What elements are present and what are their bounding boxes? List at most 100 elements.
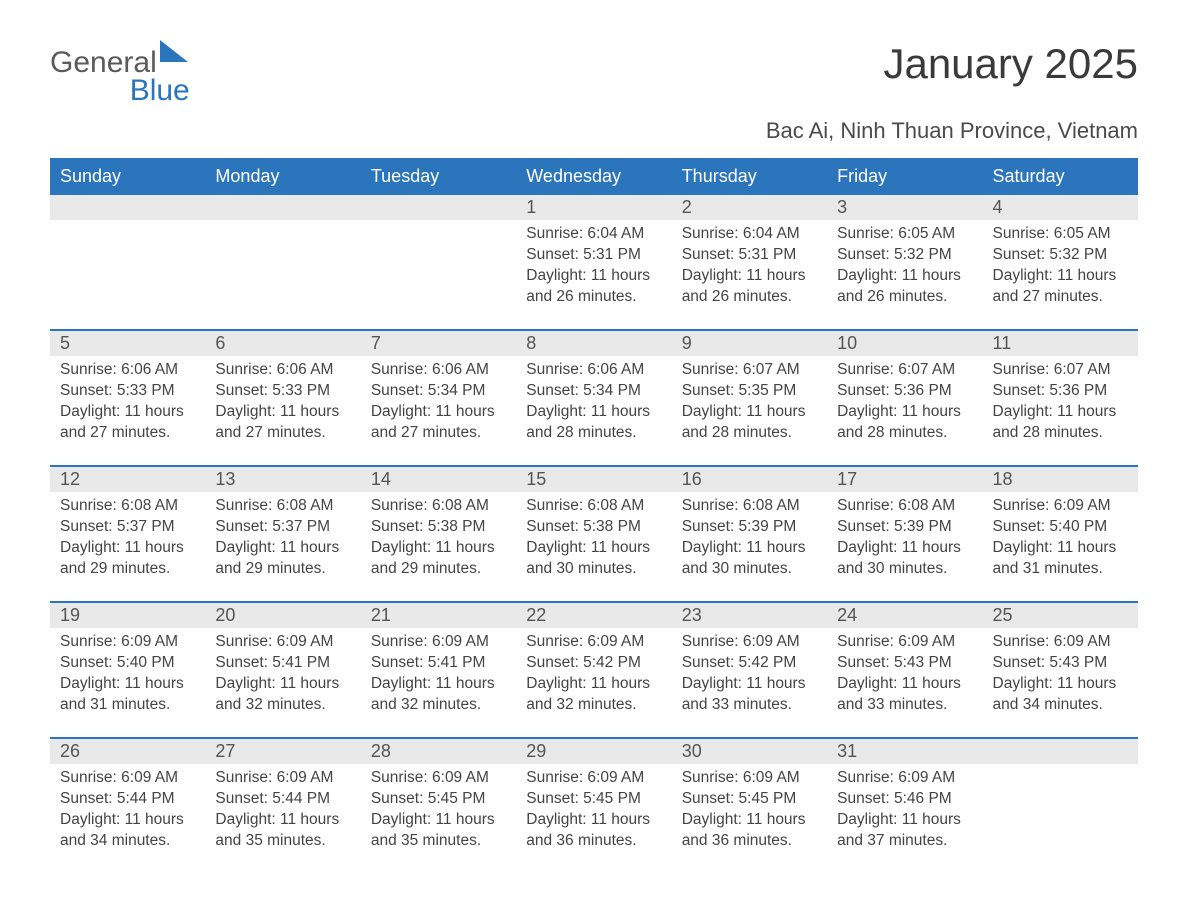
sunset-text: Sunset: 5:33 PM <box>60 381 195 402</box>
day-header-row: SundayMondayTuesdayWednesdayThursdayFrid… <box>50 159 1138 194</box>
day-number-cell: 21 <box>361 602 516 628</box>
day-detail-cell: Sunrise: 6:05 AMSunset: 5:32 PMDaylight:… <box>827 220 982 330</box>
sunset-text: Sunset: 5:39 PM <box>682 517 817 538</box>
sunset-text: Sunset: 5:37 PM <box>215 517 350 538</box>
sunrise-text: Sunrise: 6:07 AM <box>682 360 817 381</box>
sunrise-text: Sunrise: 6:06 AM <box>526 360 661 381</box>
title-block: January 2025 <box>883 40 1138 88</box>
sunrise-text: Sunrise: 6:07 AM <box>837 360 972 381</box>
day-number-cell <box>50 194 205 220</box>
daylight-text: Daylight: 11 hours and 32 minutes. <box>371 674 506 716</box>
day-detail-cell: Sunrise: 6:09 AMSunset: 5:45 PMDaylight:… <box>516 764 671 874</box>
daylight-text: Daylight: 11 hours and 33 minutes. <box>682 674 817 716</box>
day-detail-cell: Sunrise: 6:09 AMSunset: 5:42 PMDaylight:… <box>672 628 827 738</box>
sunset-text: Sunset: 5:41 PM <box>215 653 350 674</box>
daylight-text: Daylight: 11 hours and 28 minutes. <box>993 402 1128 444</box>
day-detail-cell: Sunrise: 6:09 AMSunset: 5:42 PMDaylight:… <box>516 628 671 738</box>
day-detail-cell: Sunrise: 6:09 AMSunset: 5:43 PMDaylight:… <box>983 628 1138 738</box>
day-number-cell: 26 <box>50 738 205 764</box>
day-detail-cell: Sunrise: 6:09 AMSunset: 5:45 PMDaylight:… <box>361 764 516 874</box>
day-number-cell: 24 <box>827 602 982 628</box>
week-detail-row: Sunrise: 6:09 AMSunset: 5:44 PMDaylight:… <box>50 764 1138 874</box>
daylight-text: Daylight: 11 hours and 28 minutes. <box>837 402 972 444</box>
day-number-cell: 11 <box>983 330 1138 356</box>
calendar-body: 1234Sunrise: 6:04 AMSunset: 5:31 PMDayli… <box>50 194 1138 874</box>
day-detail-cell: Sunrise: 6:09 AMSunset: 5:45 PMDaylight:… <box>672 764 827 874</box>
week-daynum-row: 567891011 <box>50 330 1138 356</box>
calendar-page: General Blue January 2025 Bac Ai, Ninh T… <box>0 0 1188 914</box>
sunset-text: Sunset: 5:42 PM <box>682 653 817 674</box>
day-detail-cell: Sunrise: 6:05 AMSunset: 5:32 PMDaylight:… <box>983 220 1138 330</box>
sunset-text: Sunset: 5:44 PM <box>60 789 195 810</box>
daylight-text: Daylight: 11 hours and 34 minutes. <box>60 810 195 852</box>
day-number-cell: 10 <box>827 330 982 356</box>
day-detail-cell: Sunrise: 6:04 AMSunset: 5:31 PMDaylight:… <box>672 220 827 330</box>
day-detail-cell: Sunrise: 6:09 AMSunset: 5:44 PMDaylight:… <box>50 764 205 874</box>
sunrise-text: Sunrise: 6:06 AM <box>60 360 195 381</box>
sunrise-text: Sunrise: 6:09 AM <box>682 632 817 653</box>
day-detail-cell: Sunrise: 6:08 AMSunset: 5:38 PMDaylight:… <box>516 492 671 602</box>
daylight-text: Daylight: 11 hours and 31 minutes. <box>993 538 1128 580</box>
daylight-text: Daylight: 11 hours and 27 minutes. <box>371 402 506 444</box>
day-number-cell: 31 <box>827 738 982 764</box>
sunset-text: Sunset: 5:46 PM <box>837 789 972 810</box>
sunset-text: Sunset: 5:32 PM <box>993 245 1128 266</box>
sunset-text: Sunset: 5:45 PM <box>682 789 817 810</box>
sunset-text: Sunset: 5:44 PM <box>215 789 350 810</box>
sunset-text: Sunset: 5:43 PM <box>837 653 972 674</box>
day-number-cell: 7 <box>361 330 516 356</box>
sunrise-text: Sunrise: 6:08 AM <box>526 496 661 517</box>
day-header: Tuesday <box>361 159 516 194</box>
day-detail-cell: Sunrise: 6:09 AMSunset: 5:46 PMDaylight:… <box>827 764 982 874</box>
daylight-text: Daylight: 11 hours and 35 minutes. <box>371 810 506 852</box>
sunset-text: Sunset: 5:34 PM <box>526 381 661 402</box>
day-detail-cell: Sunrise: 6:09 AMSunset: 5:41 PMDaylight:… <box>361 628 516 738</box>
week-daynum-row: 12131415161718 <box>50 466 1138 492</box>
day-detail-cell: Sunrise: 6:07 AMSunset: 5:36 PMDaylight:… <box>827 356 982 466</box>
sunrise-text: Sunrise: 6:09 AM <box>215 632 350 653</box>
day-detail-cell: Sunrise: 6:09 AMSunset: 5:43 PMDaylight:… <box>827 628 982 738</box>
day-number-cell <box>205 194 360 220</box>
header-row: General Blue January 2025 <box>50 40 1138 108</box>
sunset-text: Sunset: 5:31 PM <box>682 245 817 266</box>
week-daynum-row: 1234 <box>50 194 1138 220</box>
day-detail-cell: Sunrise: 6:09 AMSunset: 5:44 PMDaylight:… <box>205 764 360 874</box>
daylight-text: Daylight: 11 hours and 29 minutes. <box>60 538 195 580</box>
day-detail-cell <box>205 220 360 330</box>
page-title: January 2025 <box>883 40 1138 88</box>
daylight-text: Daylight: 11 hours and 27 minutes. <box>993 266 1128 308</box>
day-detail-cell: Sunrise: 6:08 AMSunset: 5:38 PMDaylight:… <box>361 492 516 602</box>
day-header: Sunday <box>50 159 205 194</box>
day-detail-cell <box>50 220 205 330</box>
day-number-cell: 14 <box>361 466 516 492</box>
daylight-text: Daylight: 11 hours and 37 minutes. <box>837 810 972 852</box>
day-header: Saturday <box>983 159 1138 194</box>
sunrise-text: Sunrise: 6:04 AM <box>526 224 661 245</box>
day-detail-cell: Sunrise: 6:08 AMSunset: 5:37 PMDaylight:… <box>50 492 205 602</box>
day-detail-cell: Sunrise: 6:06 AMSunset: 5:34 PMDaylight:… <box>361 356 516 466</box>
day-detail-cell <box>361 220 516 330</box>
daylight-text: Daylight: 11 hours and 30 minutes. <box>837 538 972 580</box>
sunset-text: Sunset: 5:45 PM <box>526 789 661 810</box>
sunset-text: Sunset: 5:37 PM <box>60 517 195 538</box>
day-number-cell: 9 <box>672 330 827 356</box>
sunset-text: Sunset: 5:40 PM <box>993 517 1128 538</box>
day-number-cell <box>983 738 1138 764</box>
sunset-text: Sunset: 5:33 PM <box>215 381 350 402</box>
sunrise-text: Sunrise: 6:07 AM <box>993 360 1128 381</box>
day-number-cell: 15 <box>516 466 671 492</box>
day-number-cell: 18 <box>983 466 1138 492</box>
day-header: Monday <box>205 159 360 194</box>
day-detail-cell: Sunrise: 6:09 AMSunset: 5:41 PMDaylight:… <box>205 628 360 738</box>
sunrise-text: Sunrise: 6:06 AM <box>215 360 350 381</box>
sunset-text: Sunset: 5:31 PM <box>526 245 661 266</box>
brand-logo: General Blue <box>50 40 190 108</box>
daylight-text: Daylight: 11 hours and 29 minutes. <box>371 538 506 580</box>
sunset-text: Sunset: 5:36 PM <box>837 381 972 402</box>
daylight-text: Daylight: 11 hours and 27 minutes. <box>215 402 350 444</box>
day-number-cell <box>361 194 516 220</box>
daylight-text: Daylight: 11 hours and 28 minutes. <box>682 402 817 444</box>
day-detail-cell: Sunrise: 6:06 AMSunset: 5:33 PMDaylight:… <box>205 356 360 466</box>
sunrise-text: Sunrise: 6:09 AM <box>993 496 1128 517</box>
day-number-cell: 1 <box>516 194 671 220</box>
